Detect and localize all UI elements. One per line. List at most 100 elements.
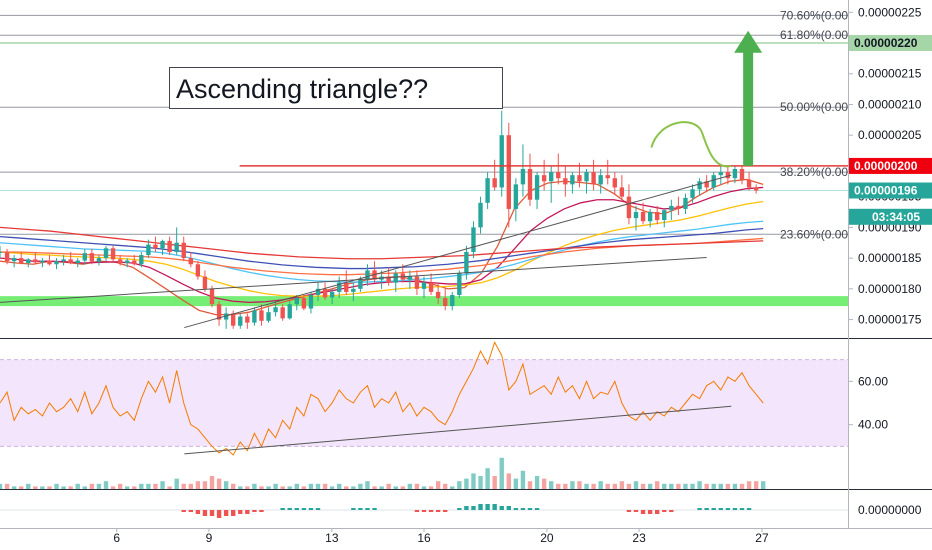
candle[interactable]: [160, 240, 165, 249]
candle[interactable]: [492, 178, 497, 188]
candle[interactable]: [181, 242, 186, 259]
candle[interactable]: [75, 260, 80, 264]
trendline[interactable]: [0, 256, 707, 303]
candle[interactable]: [499, 135, 504, 188]
candle[interactable]: [443, 298, 448, 307]
annotation-box[interactable]: Ascending triangle??: [169, 67, 503, 109]
candle[interactable]: [245, 316, 250, 323]
candle[interactable]: [47, 260, 52, 265]
candle[interactable]: [513, 184, 519, 209]
candle[interactable]: [485, 178, 490, 203]
candle[interactable]: [216, 304, 222, 320]
candle[interactable]: [541, 175, 547, 182]
candle[interactable]: [315, 288, 321, 295]
volume-macd-pane[interactable]: [0, 468, 848, 528]
candle[interactable]: [273, 307, 278, 313]
candle[interactable]: [549, 172, 554, 182]
candle[interactable]: [351, 288, 356, 292]
candle[interactable]: [633, 212, 639, 219]
candle[interactable]: [739, 169, 745, 180]
candle[interactable]: [421, 282, 427, 289]
candle[interactable]: [605, 175, 610, 179]
candle[interactable]: [612, 178, 617, 188]
rsi-line[interactable]: [0, 341, 764, 456]
candle[interactable]: [231, 313, 236, 326]
support-zone[interactable]: [0, 296, 848, 307]
candle[interactable]: [570, 175, 575, 185]
candle[interactable]: [577, 175, 582, 182]
candle[interactable]: [125, 260, 130, 264]
rsi-trendline[interactable]: [184, 405, 732, 455]
candle[interactable]: [202, 276, 208, 289]
candle[interactable]: [683, 197, 688, 209]
candle[interactable]: [725, 172, 731, 179]
price-label-badge[interactable]: [849, 208, 932, 225]
candle[interactable]: [386, 276, 391, 283]
candle[interactable]: [407, 276, 413, 280]
candle[interactable]: [676, 205, 681, 209]
candle[interactable]: [301, 298, 307, 309]
candle[interactable]: [506, 135, 511, 209]
candle[interactable]: [280, 307, 285, 319]
candle[interactable]: [393, 273, 398, 283]
candle[interactable]: [54, 261, 59, 265]
candle[interactable]: [146, 244, 151, 256]
candle[interactable]: [358, 279, 363, 289]
candle[interactable]: [450, 294, 455, 307]
candle[interactable]: [238, 316, 243, 326]
candle[interactable]: [563, 178, 568, 185]
candle[interactable]: [471, 227, 476, 252]
candle[interactable]: [655, 212, 660, 221]
candle[interactable]: [188, 258, 193, 265]
candle[interactable]: [287, 304, 292, 319]
candle[interactable]: [329, 291, 335, 298]
trendline[interactable]: [184, 174, 732, 329]
projection-arc[interactable]: [650, 121, 732, 168]
candle[interactable]: [753, 187, 759, 191]
candle[interactable]: [697, 181, 702, 190]
candle[interactable]: [68, 259, 73, 264]
candle[interactable]: [61, 259, 66, 262]
candle[interactable]: [252, 310, 257, 323]
candle[interactable]: [457, 273, 462, 295]
candle[interactable]: [337, 282, 342, 292]
price-label-badge[interactable]: [849, 182, 932, 199]
candle[interactable]: [40, 260, 45, 263]
candle[interactable]: [174, 242, 179, 252]
candle[interactable]: [718, 172, 723, 176]
candle[interactable]: [520, 169, 526, 185]
candle[interactable]: [626, 196, 632, 219]
candle[interactable]: [711, 175, 716, 188]
candle[interactable]: [591, 172, 596, 185]
candle[interactable]: [89, 253, 95, 262]
candle[interactable]: [322, 288, 328, 298]
candle[interactable]: [96, 258, 102, 262]
candle[interactable]: [464, 251, 469, 274]
candle[interactable]: [619, 187, 625, 197]
candle[interactable]: [584, 172, 589, 182]
candle[interactable]: [82, 253, 87, 261]
candle[interactable]: [132, 260, 137, 265]
candle[interactable]: [167, 240, 172, 252]
candle[interactable]: [704, 181, 709, 188]
candle[interactable]: [153, 244, 158, 249]
candle[interactable]: [33, 259, 38, 263]
candle[interactable]: [195, 264, 201, 277]
candle[interactable]: [209, 288, 215, 305]
candle[interactable]: [598, 175, 603, 185]
candle[interactable]: [259, 310, 264, 321]
candle[interactable]: [0, 251, 3, 253]
candle[interactable]: [414, 276, 420, 289]
candle[interactable]: [556, 172, 561, 179]
candle[interactable]: [478, 202, 483, 228]
candle[interactable]: [732, 169, 738, 179]
candle[interactable]: [365, 270, 370, 280]
projection-arrow[interactable]: [734, 30, 763, 166]
candle[interactable]: [266, 312, 271, 321]
candle[interactable]: [527, 169, 533, 200]
candle[interactable]: [308, 294, 314, 309]
candle[interactable]: [19, 258, 24, 264]
candle[interactable]: [294, 298, 299, 305]
candle[interactable]: [117, 259, 123, 264]
